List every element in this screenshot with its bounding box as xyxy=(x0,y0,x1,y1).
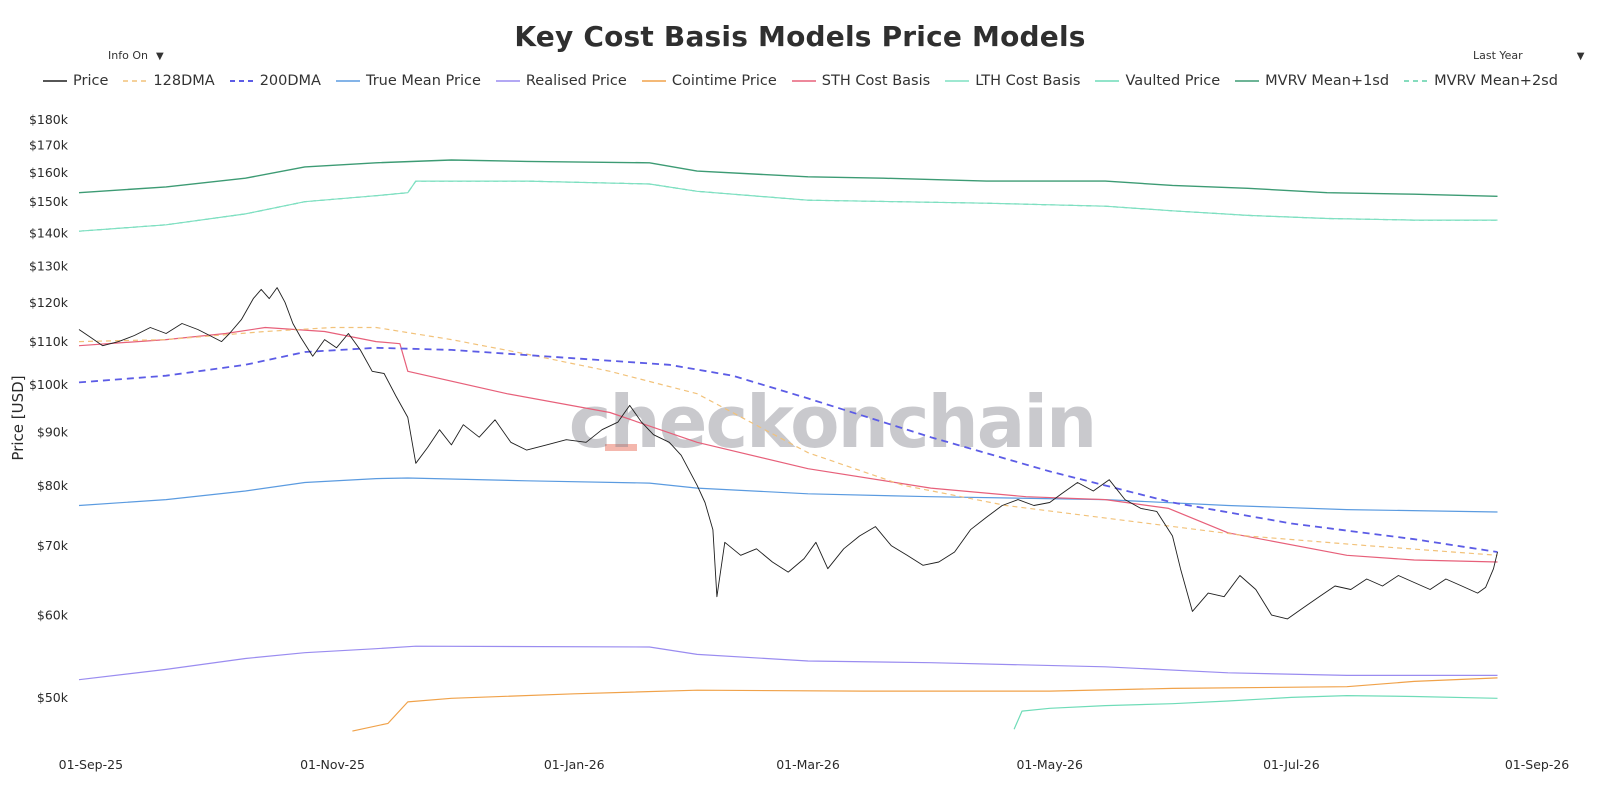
y-tick-label: $50k xyxy=(37,690,69,705)
chevron-down-icon: ▼ xyxy=(155,51,164,62)
legend-label: 128DMA xyxy=(153,73,215,89)
watermark-accent-mark xyxy=(605,444,637,451)
legend-swatch xyxy=(791,80,816,82)
watermark: checkonchain xyxy=(569,380,1098,464)
chevron-down-icon: ▼ xyxy=(1576,51,1585,62)
y-tick-label: $80k xyxy=(37,478,69,493)
legend-label: True Mean Price xyxy=(365,73,481,89)
legend-item-cointime[interactable]: Cointime Price xyxy=(641,73,777,89)
series-line-mvrv2 xyxy=(78,180,1498,232)
x-tick-label: 01-Sep-26 xyxy=(1505,757,1569,772)
series-line-true_mean xyxy=(78,477,1498,513)
legend-swatch xyxy=(229,80,254,82)
info-toggle-label: Info On xyxy=(108,49,148,62)
series-line-price xyxy=(78,287,1498,620)
y-tick-label: $180k xyxy=(29,112,69,127)
legend-label: Cointime Price xyxy=(671,73,777,89)
legend-label: MVRV Mean+2sd xyxy=(1434,73,1558,89)
y-tick-label: $100k xyxy=(29,377,69,392)
y-tick-label: $170k xyxy=(29,138,69,153)
legend-label: Vaulted Price xyxy=(1125,73,1221,89)
legend-label: MVRV Mean+1sd xyxy=(1265,73,1390,89)
series-line-cointime xyxy=(352,677,1498,732)
legend-item-sth[interactable]: STH Cost Basis xyxy=(791,73,930,89)
y-tick-label: $70k xyxy=(37,538,69,553)
legend-item-vaulted[interactable]: Vaulted Price xyxy=(1094,73,1220,89)
x-tick-label: 01-Mar-26 xyxy=(776,757,840,772)
series-line-realised xyxy=(78,645,1498,681)
x-tick-label: 01-Nov-25 xyxy=(300,757,365,772)
y-tick-label: $160k xyxy=(29,165,69,180)
legend-item-mvrv1[interactable]: MVRV Mean+1sd xyxy=(1234,73,1389,89)
info-toggle-dropdown[interactable]: Info On ▼ xyxy=(108,49,164,62)
range-selector-dropdown[interactable]: Last Year ▼ xyxy=(1473,49,1584,62)
series-line-lth xyxy=(78,180,1498,232)
y-axis-label: Price [USD] xyxy=(9,375,27,460)
series-line-dma128 xyxy=(78,326,1498,556)
legend-item-lth[interactable]: LTH Cost Basis xyxy=(944,73,1080,89)
legend-item-true_mean[interactable]: True Mean Price xyxy=(335,73,481,89)
legend-swatch xyxy=(1235,80,1260,82)
x-tick-label: 01-May-26 xyxy=(1016,757,1083,772)
legend-swatch xyxy=(1404,80,1429,82)
chart-legend: Price 128DMA 200DMA True Mean Price Realised… xyxy=(0,73,1600,89)
x-tick-label: 01-Jul-26 xyxy=(1263,757,1320,772)
legend-item-dma128[interactable]: 128DMA xyxy=(122,73,215,89)
legend-label: Realised Price xyxy=(525,73,627,89)
series-line-mvrv1 xyxy=(78,159,1498,197)
series-group xyxy=(78,159,1498,732)
legend-swatch xyxy=(335,80,360,82)
y-tick-label: $90k xyxy=(37,425,69,440)
legend-label: LTH Cost Basis xyxy=(975,73,1081,89)
legend-label: 200DMA xyxy=(259,73,321,89)
x-tick-label: 01-Jan-26 xyxy=(544,757,605,772)
legend-swatch xyxy=(945,80,970,82)
chart-title: Key Cost Basis Models Price Models xyxy=(514,20,1086,53)
legend-item-realised[interactable]: Realised Price xyxy=(495,73,627,89)
range-selector-label: Last Year xyxy=(1473,49,1523,62)
y-tick-label: $60k xyxy=(37,608,69,623)
watermark-text: checkonchain xyxy=(569,380,1096,464)
x-axis: 01-Sep-25 01-Nov-25 01-Jan-26 01-Mar-26 01-M… xyxy=(59,757,1570,772)
series-line-dma200 xyxy=(78,346,1498,553)
legend-item-dma200[interactable]: 200DMA xyxy=(229,73,321,89)
series-line-vaulted xyxy=(1013,694,1498,730)
x-tick-label: 01-Sep-25 xyxy=(59,757,123,772)
legend-label: STH Cost Basis xyxy=(821,73,931,89)
legend-swatch xyxy=(641,80,666,82)
legend-swatch xyxy=(1095,80,1120,82)
legend-swatch xyxy=(43,80,68,82)
legend-swatch xyxy=(123,80,148,82)
y-tick-label: $150k xyxy=(29,194,69,209)
legend-swatch xyxy=(495,80,520,82)
y-tick-label: $130k xyxy=(29,259,69,274)
legend-item-mvrv2[interactable]: MVRV Mean+2sd xyxy=(1403,73,1558,89)
legend-item-price[interactable]: Price xyxy=(42,73,108,89)
series-line-sth xyxy=(78,326,1498,563)
y-tick-label: $140k xyxy=(29,225,69,240)
y-tick-label: $110k xyxy=(29,334,69,349)
legend-label: Price xyxy=(73,73,109,89)
y-tick-label: $120k xyxy=(29,295,69,310)
y-axis: $50k $60k $70k $80k $90k $100k $110k $120k $130k… xyxy=(29,112,69,705)
